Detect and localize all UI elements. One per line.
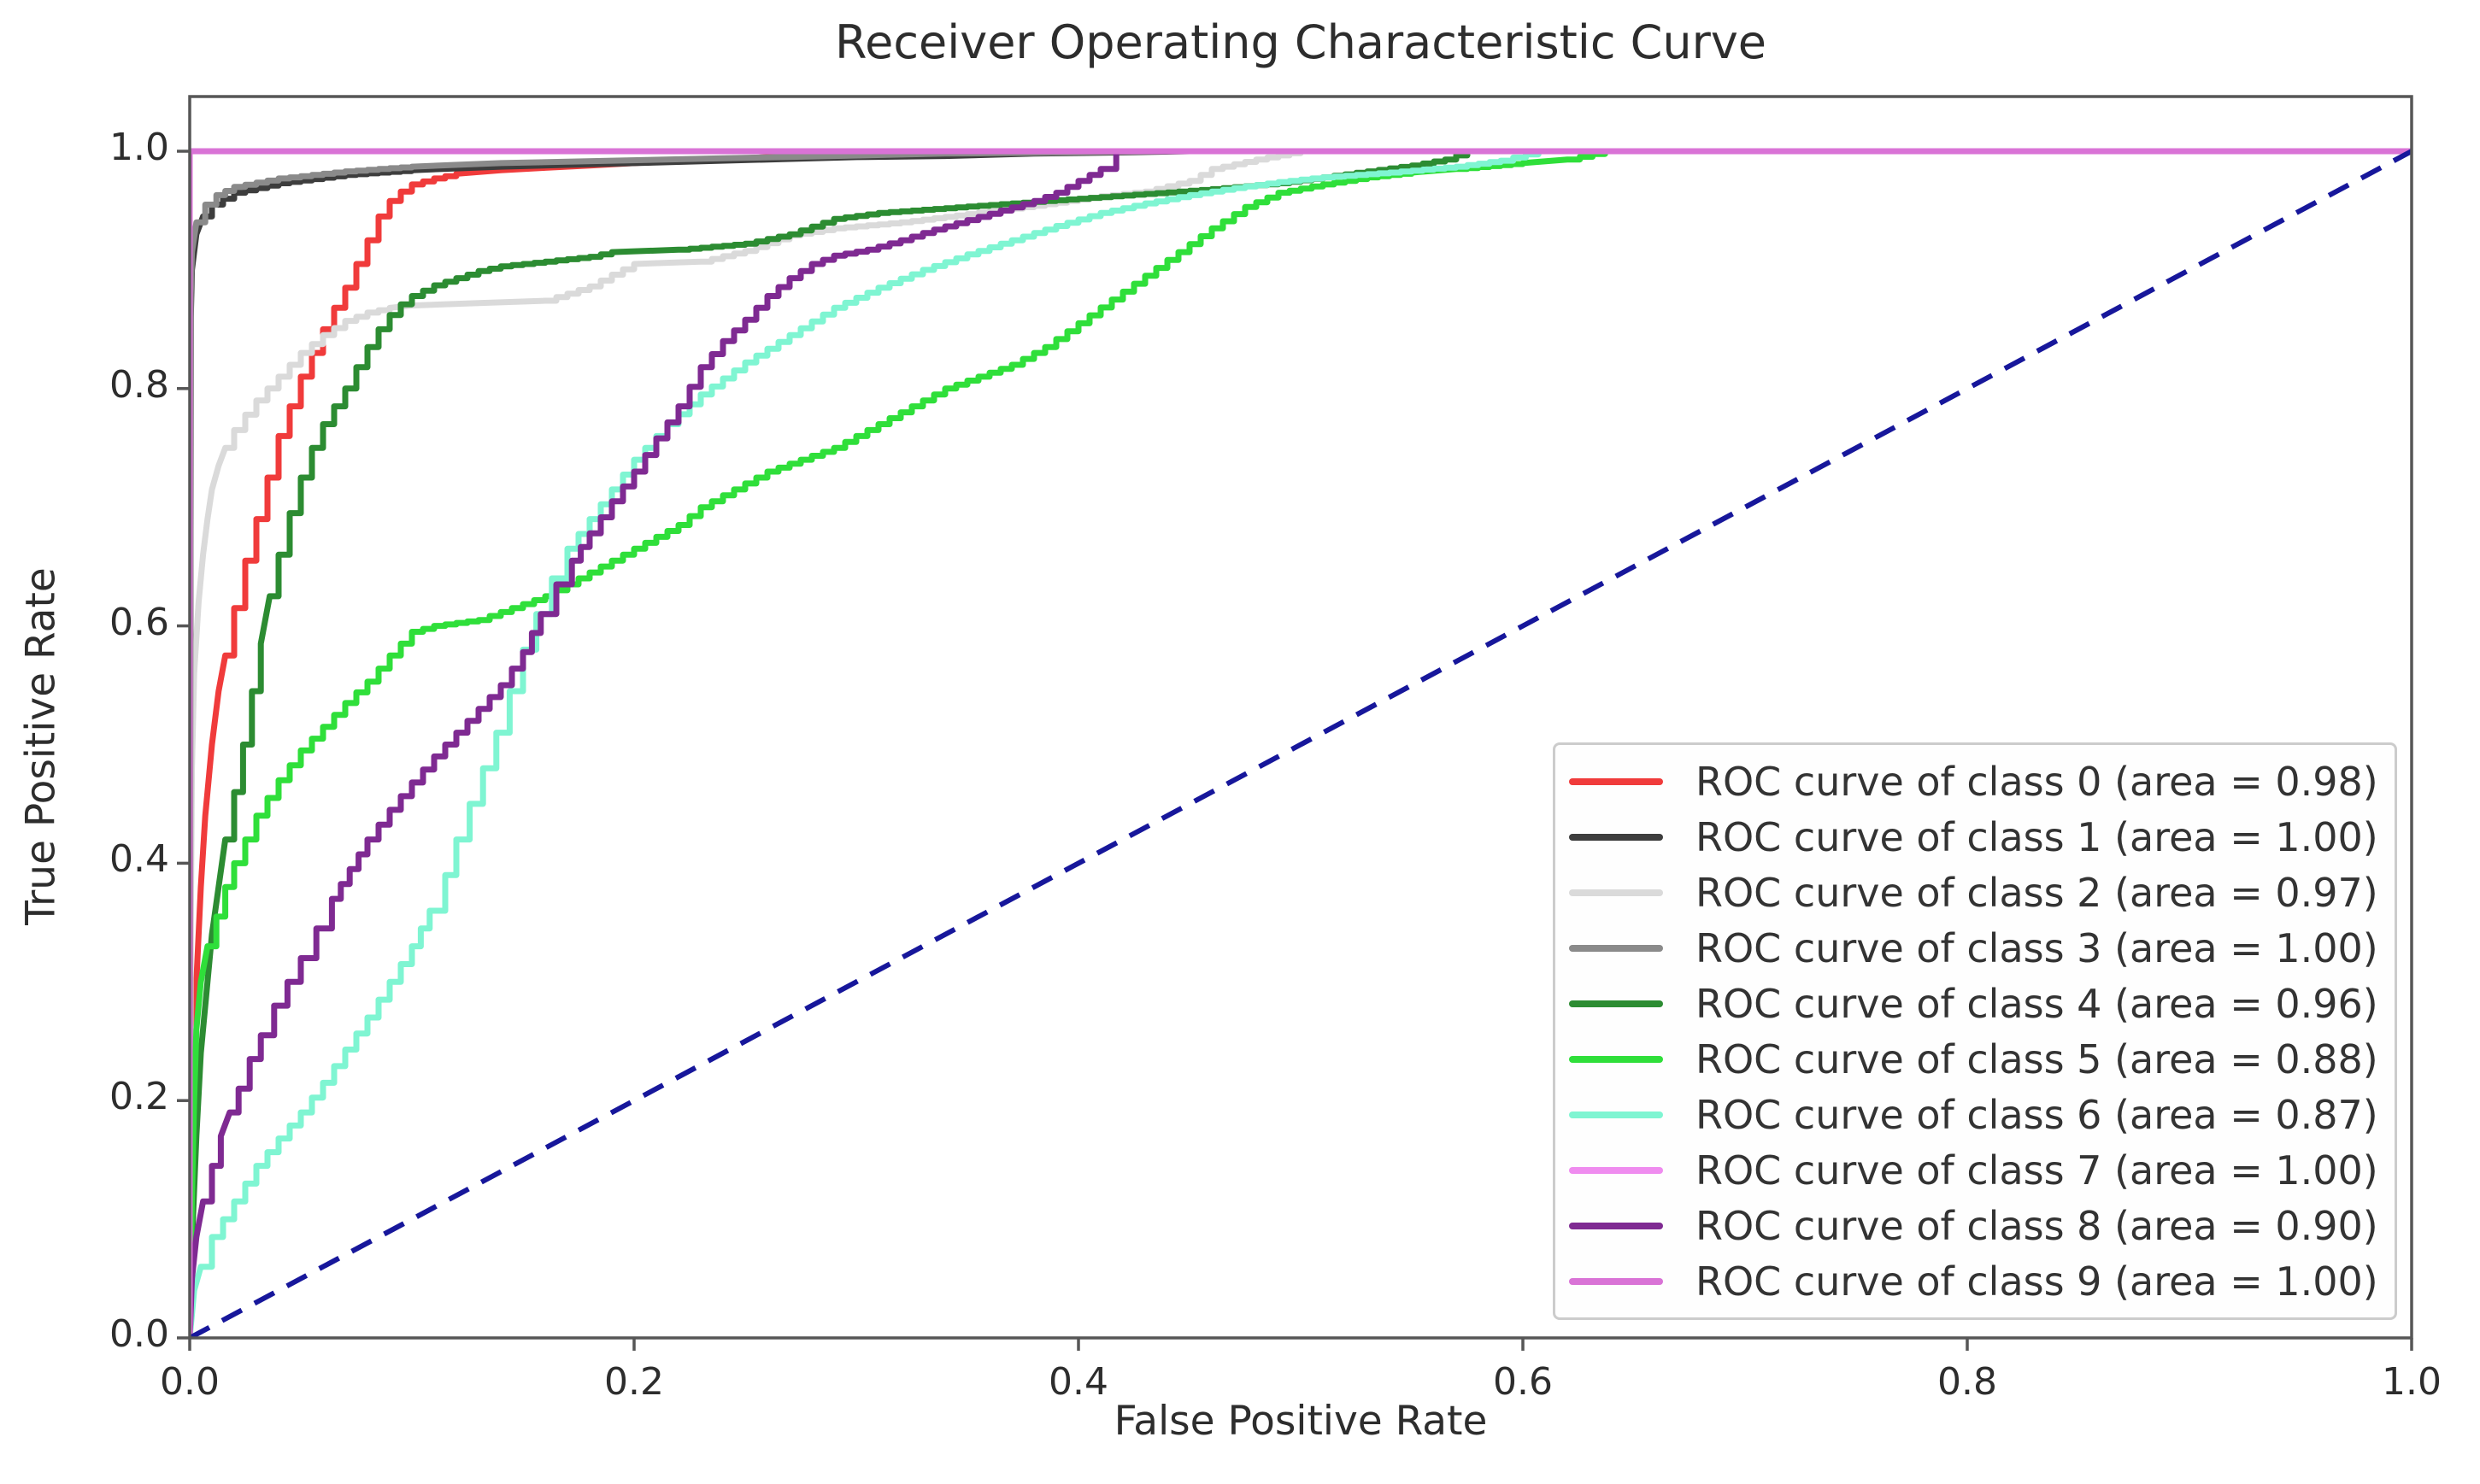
legend-swatch-class-1 xyxy=(1569,833,1663,841)
legend-swatch-class-6 xyxy=(1569,1111,1663,1118)
x-tick-label: 0.4 xyxy=(1049,1360,1108,1404)
x-tick-label: 0.8 xyxy=(1937,1360,1997,1404)
chart-title: Receiver Operating Characteristic Curve xyxy=(835,15,1766,69)
legend-label-class-9: ROC curve of class 9 (area = 1.00) xyxy=(1695,1258,2378,1305)
legend-row-class-0: ROC curve of class 0 (area = 0.98) xyxy=(1555,755,2395,808)
legend-label-class-7: ROC curve of class 7 (area = 1.00) xyxy=(1695,1147,2378,1194)
x-axis-label: False Positive Rate xyxy=(1114,1398,1488,1445)
legend-label-class-8: ROC curve of class 8 (area = 0.90) xyxy=(1695,1202,2378,1249)
legend-row-class-3: ROC curve of class 3 (area = 1.00) xyxy=(1555,922,2395,975)
roc-curve-class-8 xyxy=(190,148,2412,1338)
roc-curve-class-5 xyxy=(190,148,2412,1338)
y-tick-label: 1.0 xyxy=(109,126,169,169)
roc-curve-class-3 xyxy=(190,148,2412,1338)
roc-curve-class-0 xyxy=(190,148,2412,1338)
y-tick-label: 0.6 xyxy=(109,600,169,644)
legend-row-class-9: ROC curve of class 9 (area = 1.00) xyxy=(1555,1255,2395,1308)
x-tick-label: 0.6 xyxy=(1493,1360,1553,1404)
legend-label-class-2: ROC curve of class 2 (area = 0.97) xyxy=(1695,869,2378,916)
legend-label-class-5: ROC curve of class 5 (area = 0.88) xyxy=(1695,1035,2378,1082)
y-tick-label: 0.4 xyxy=(109,837,169,882)
roc-curve-class-9 xyxy=(190,148,2412,1338)
legend-swatch-class-8 xyxy=(1569,1222,1663,1229)
legend-row-class-6: ROC curve of class 6 (area = 0.87) xyxy=(1555,1088,2395,1141)
legend-label-class-3: ROC curve of class 3 (area = 1.00) xyxy=(1695,924,2378,971)
legend-row-class-4: ROC curve of class 4 (area = 0.96) xyxy=(1555,977,2395,1030)
legend-label-class-1: ROC curve of class 1 (area = 1.00) xyxy=(1695,813,2378,860)
x-tick-label: 0.0 xyxy=(160,1360,220,1404)
legend-swatch-class-5 xyxy=(1569,1055,1663,1063)
legend-swatch-class-0 xyxy=(1569,777,1663,785)
legend-label-class-4: ROC curve of class 4 (area = 0.96) xyxy=(1695,980,2378,1027)
legend-swatch-class-2 xyxy=(1569,889,1663,896)
y-tick-label: 0.0 xyxy=(109,1312,169,1356)
legend-label-class-0: ROC curve of class 0 (area = 0.98) xyxy=(1695,758,2378,805)
roc-curve-class-6 xyxy=(190,148,2412,1338)
legend-row-class-5: ROC curve of class 5 (area = 0.88) xyxy=(1555,1033,2395,1086)
legend-row-class-8: ROC curve of class 8 (area = 0.90) xyxy=(1555,1200,2395,1252)
y-axis-label: True Positive Rate xyxy=(17,567,65,925)
legend-swatch-class-3 xyxy=(1569,944,1663,952)
legend-row-class-2: ROC curve of class 2 (area = 0.97) xyxy=(1555,866,2395,919)
chance-diagonal-line xyxy=(190,149,2412,1338)
x-tick-label: 0.2 xyxy=(604,1360,664,1404)
y-tick-label: 0.2 xyxy=(109,1075,169,1119)
legend-swatch-class-7 xyxy=(1569,1166,1663,1174)
legend-swatch-class-9 xyxy=(1569,1277,1663,1285)
legend-row-class-1: ROC curve of class 1 (area = 1.00) xyxy=(1555,811,2395,864)
legend-box: ROC curve of class 0 (area = 0.98) ROC cu… xyxy=(1553,742,2397,1320)
y-tick-label: 0.8 xyxy=(109,362,169,407)
axes-border xyxy=(188,95,2413,1340)
legend-swatch-class-4 xyxy=(1569,1000,1663,1007)
x-tick-label: 1.0 xyxy=(2382,1360,2442,1404)
legend-label-class-6: ROC curve of class 6 (area = 0.87) xyxy=(1695,1091,2378,1138)
legend-row-class-7: ROC curve of class 7 (area = 1.00) xyxy=(1555,1144,2395,1197)
